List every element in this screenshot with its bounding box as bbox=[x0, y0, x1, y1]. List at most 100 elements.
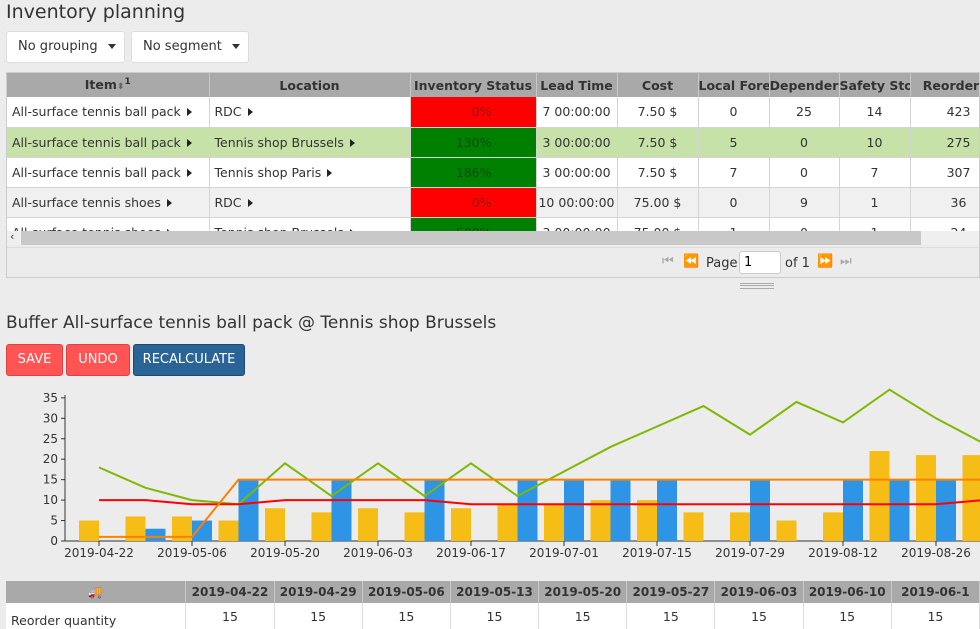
cell-safety[interactable]: 14 bbox=[839, 97, 910, 127]
cell-safety[interactable]: 7 bbox=[839, 157, 910, 187]
caret-right-icon[interactable] bbox=[248, 199, 253, 207]
cell-cost[interactable]: 7.50 $ bbox=[617, 127, 698, 157]
plan-cell[interactable]: 15 bbox=[803, 603, 891, 629]
next-page-icon[interactable]: ⏩ bbox=[817, 254, 833, 269]
cell-local[interactable]: 1 bbox=[698, 217, 769, 232]
cell-reorder[interactable]: 36 bbox=[910, 187, 979, 217]
cell-safety[interactable]: 1 bbox=[839, 217, 910, 232]
plan-cell[interactable]: 15 bbox=[627, 603, 715, 629]
recalculate-button[interactable]: RECALCULATE bbox=[133, 344, 245, 376]
cell-item[interactable]: All-surface tennis shoes bbox=[7, 217, 209, 232]
column-header[interactable]: Lead Time bbox=[536, 73, 617, 97]
plan-cell[interactable]: 15 bbox=[274, 603, 362, 629]
cell-lead[interactable]: 10 00:00:00 bbox=[536, 187, 617, 217]
first-page-icon[interactable]: ⏮ bbox=[662, 254, 674, 269]
cell-lead[interactable]: 3 00:00:00 bbox=[536, 217, 617, 232]
column-header[interactable]: Reorder Q bbox=[910, 73, 980, 97]
cell-local[interactable]: 7 bbox=[698, 157, 769, 187]
page-label: Page bbox=[706, 256, 737, 271]
cell-lead[interactable]: 3 00:00:00 bbox=[536, 157, 617, 187]
save-button[interactable]: SAVE bbox=[6, 344, 63, 376]
cell-dep[interactable]: 9 bbox=[769, 187, 839, 217]
cell-item[interactable]: All-surface tennis ball pack bbox=[7, 157, 209, 187]
last-page-icon[interactable]: ⏭ bbox=[840, 254, 852, 269]
cell-dep[interactable]: 0 bbox=[769, 217, 839, 232]
cell-dep[interactable]: 0 bbox=[769, 157, 839, 187]
horizontal-scrollbar[interactable]: ‹ bbox=[7, 231, 980, 245]
table-row[interactable]: All-surface tennis ball pack Tennis shop … bbox=[7, 157, 979, 187]
cell-cost[interactable]: 75.00 $ bbox=[617, 217, 698, 232]
caret-right-icon[interactable] bbox=[187, 139, 192, 147]
date-header: 2019-05-13 bbox=[450, 581, 538, 603]
column-header[interactable]: Depender bbox=[769, 73, 839, 97]
prev-page-icon[interactable]: ⏪ bbox=[683, 254, 699, 269]
scroll-left-icon[interactable]: ‹ bbox=[10, 230, 14, 243]
cell-location[interactable]: Tennis shop Brussels bbox=[209, 217, 410, 232]
cell-text: Tennis shop Paris bbox=[215, 165, 322, 180]
cell-item[interactable]: All-surface tennis shoes bbox=[7, 187, 209, 217]
caret-right-icon[interactable] bbox=[167, 199, 172, 207]
cell-reorder[interactable]: 423 bbox=[910, 97, 979, 127]
cell-reorder[interactable]: 307 bbox=[910, 157, 979, 187]
page-input[interactable] bbox=[739, 251, 781, 274]
splitter-handle[interactable] bbox=[740, 283, 774, 289]
cell-location[interactable]: RDC bbox=[209, 187, 410, 217]
cell-status[interactable]: 0% bbox=[410, 187, 536, 217]
column-header[interactable]: Cost bbox=[617, 73, 698, 97]
cell-status[interactable]: 130% bbox=[410, 127, 536, 157]
undo-button[interactable]: UNDO bbox=[66, 344, 130, 376]
cell-local[interactable]: 5 bbox=[698, 127, 769, 157]
column-header[interactable]: Inventory Status bbox=[410, 73, 536, 97]
cell-safety[interactable]: 1 bbox=[839, 187, 910, 217]
cell-text: 7.50 $ bbox=[638, 135, 678, 150]
cell-cost[interactable]: 75.00 $ bbox=[617, 187, 698, 217]
segment-dropdown[interactable]: No segment bbox=[131, 31, 249, 63]
cell-safety[interactable]: 10 bbox=[839, 127, 910, 157]
cell-status[interactable]: 500% bbox=[410, 217, 536, 232]
cell-dep[interactable]: 25 bbox=[769, 97, 839, 127]
cell-cost[interactable]: 7.50 $ bbox=[617, 97, 698, 127]
cell-location[interactable]: Tennis shop Brussels bbox=[209, 127, 410, 157]
cell-item[interactable]: All-surface tennis ball pack bbox=[7, 127, 209, 157]
caret-right-icon[interactable] bbox=[248, 108, 253, 116]
cell-text: 5 bbox=[730, 135, 738, 150]
cell-item[interactable]: All-surface tennis ball pack bbox=[7, 97, 209, 127]
grouping-dropdown[interactable]: No grouping bbox=[6, 31, 125, 63]
column-header[interactable]: Location bbox=[209, 73, 410, 97]
caret-down-icon bbox=[108, 44, 116, 49]
column-header[interactable]: Item⬍1 bbox=[7, 73, 209, 97]
cell-reorder[interactable]: 24 bbox=[910, 217, 979, 232]
cell-lead[interactable]: 7 00:00:00 bbox=[536, 97, 617, 127]
caret-right-icon[interactable] bbox=[187, 108, 192, 116]
caret-right-icon[interactable] bbox=[350, 139, 355, 147]
x-tick-label: 2019-06-03 bbox=[343, 546, 413, 560]
cell-reorder[interactable]: 275 bbox=[910, 127, 979, 157]
column-header[interactable]: Local Fore bbox=[698, 73, 769, 97]
cell-location[interactable]: Tennis shop Paris bbox=[209, 157, 410, 187]
cell-status[interactable]: 0% bbox=[410, 97, 536, 127]
cell-cost[interactable]: 7.50 $ bbox=[617, 157, 698, 187]
plan-cell[interactable]: 15 bbox=[186, 603, 274, 629]
cell-status[interactable]: 186% bbox=[410, 157, 536, 187]
cell-text: 275 bbox=[947, 135, 971, 150]
scrollbar-thumb[interactable] bbox=[21, 231, 921, 245]
plan-cell[interactable]: 15 bbox=[362, 603, 450, 629]
cell-lead[interactable]: 3 00:00:00 bbox=[536, 127, 617, 157]
caret-right-icon[interactable] bbox=[327, 169, 332, 177]
cell-location[interactable]: RDC bbox=[209, 97, 410, 127]
cell-text: All-surface tennis ball pack bbox=[12, 104, 181, 119]
column-header[interactable]: Safety Sto bbox=[839, 73, 910, 97]
cell-local[interactable]: 0 bbox=[698, 97, 769, 127]
cell-dep[interactable]: 0 bbox=[769, 127, 839, 157]
plan-cell[interactable]: 15 bbox=[539, 603, 627, 629]
caret-right-icon[interactable] bbox=[187, 169, 192, 177]
plan-cell[interactable]: 15 bbox=[891, 603, 979, 629]
plan-cell[interactable]: 15 bbox=[450, 603, 538, 629]
plan-cell[interactable]: 15 bbox=[715, 603, 803, 629]
cell-local[interactable]: 0 bbox=[698, 187, 769, 217]
y-tick-label: 20 bbox=[43, 452, 58, 466]
